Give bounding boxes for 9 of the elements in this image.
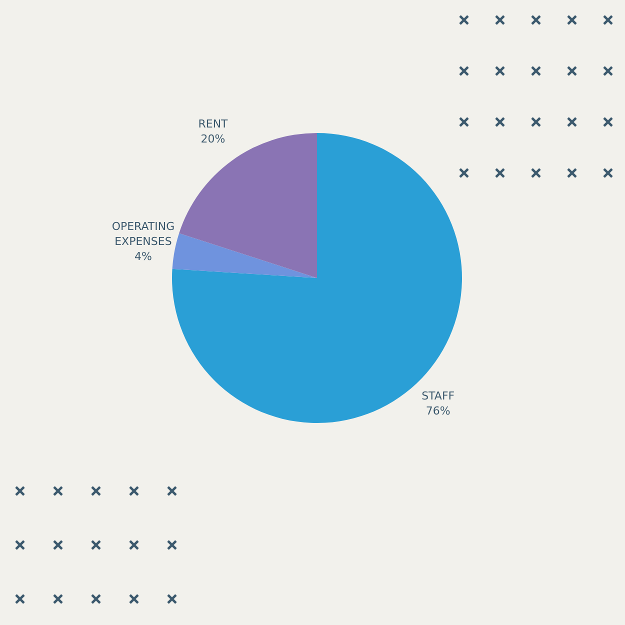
slice-label: RENT [198, 117, 228, 130]
pie-slice [172, 233, 317, 278]
pie-slice [172, 133, 462, 423]
data-label: 76% [426, 404, 450, 418]
pie-slice [179, 133, 317, 278]
slice-label: STAFF [422, 389, 455, 402]
slice-label: OPERATING EXPENSES [112, 220, 175, 248]
data-label: 4% [134, 250, 152, 263]
data-label: 20% [200, 132, 226, 146]
